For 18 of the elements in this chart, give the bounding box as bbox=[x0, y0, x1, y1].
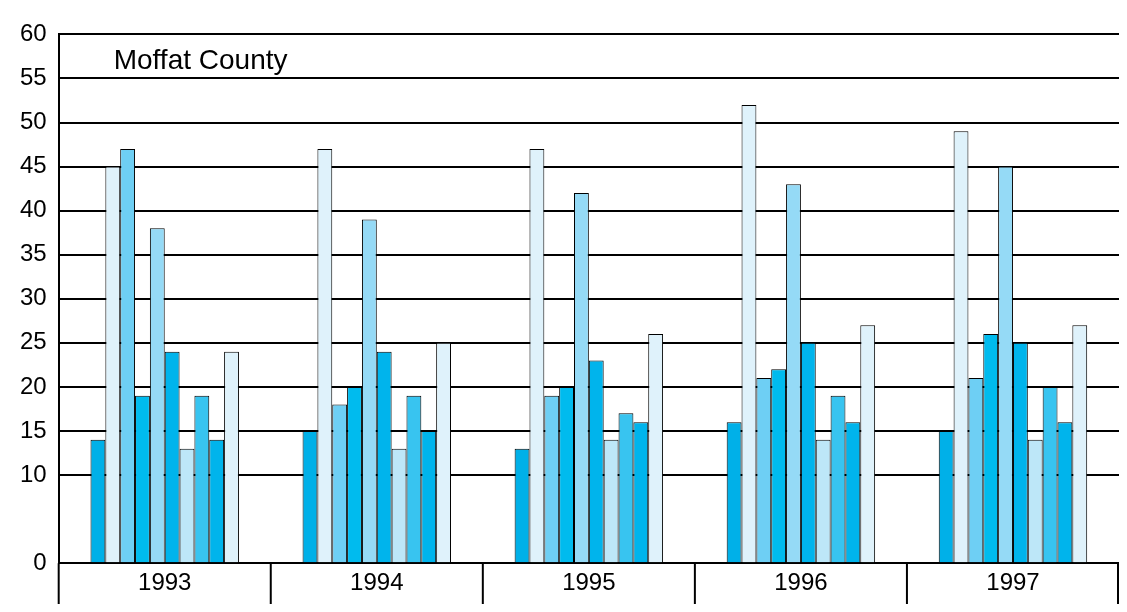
y-tick-label: 60 bbox=[19, 19, 47, 47]
y-tick-label: 45 bbox=[19, 151, 47, 179]
y-tick-label: 55 bbox=[19, 63, 47, 91]
y-tick-label: 10 bbox=[19, 459, 47, 487]
x-tick-label: 1997 bbox=[986, 568, 1040, 596]
y-tick-label: 30 bbox=[19, 283, 47, 311]
x-tick-label: 1994 bbox=[350, 568, 404, 596]
y-tick-label: 20 bbox=[19, 371, 47, 399]
x-tick-label: 1995 bbox=[562, 568, 616, 596]
x-tick-label: 1996 bbox=[774, 568, 828, 596]
y-tick-label: 50 bbox=[19, 107, 47, 135]
y-tick-label: 15 bbox=[19, 415, 47, 443]
y-tick-label: 0 bbox=[33, 547, 47, 575]
y-tick-label: 25 bbox=[19, 327, 47, 355]
y-tick-label: 40 bbox=[19, 195, 47, 223]
x-tick-label: 1993 bbox=[138, 568, 192, 596]
chart-title: Moffat County bbox=[113, 44, 288, 76]
y-tick-label: 35 bbox=[19, 239, 47, 267]
